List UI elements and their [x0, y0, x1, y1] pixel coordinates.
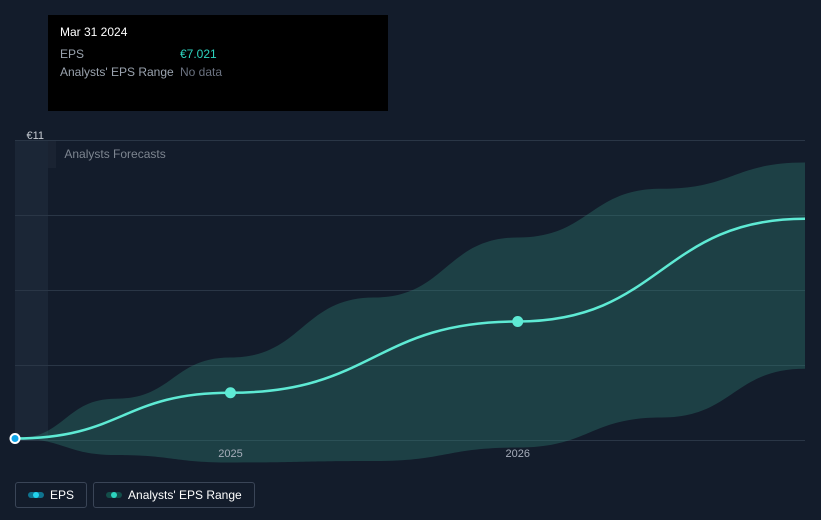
data-point-marker[interactable] [11, 434, 20, 443]
legend-item[interactable]: Analysts' EPS Range [93, 482, 255, 508]
tooltip-row-value: No data [180, 63, 222, 81]
tooltip-row: EPS€7.021 [60, 45, 376, 63]
chart-plot-area[interactable] [15, 140, 805, 440]
data-point-marker[interactable] [226, 388, 235, 397]
chart-legend: EPS Analysts' EPS Range [15, 482, 255, 508]
tooltip-row-label: Analysts' EPS Range [60, 63, 180, 81]
data-point-marker[interactable] [513, 317, 522, 326]
forecast-range-area [15, 163, 805, 463]
tooltip-row-label: EPS [60, 45, 180, 63]
x-axis-tick-label: 2025 [218, 448, 242, 460]
tooltip-row-value: €7.021 [180, 45, 217, 63]
tooltip-row: Analysts' EPS RangeNo data [60, 63, 376, 81]
legend-label: EPS [50, 488, 74, 502]
chart-svg [15, 140, 805, 440]
legend-swatch-icon [28, 492, 44, 498]
legend-swatch-icon [106, 492, 122, 498]
chart-tooltip: Mar 31 2024 EPS€7.021Analysts' EPS Range… [48, 15, 388, 111]
tooltip-title: Mar 31 2024 [60, 25, 376, 39]
legend-item[interactable]: EPS [15, 482, 87, 508]
legend-label: Analysts' EPS Range [128, 488, 242, 502]
x-axis-tick-label: 2026 [505, 448, 529, 460]
